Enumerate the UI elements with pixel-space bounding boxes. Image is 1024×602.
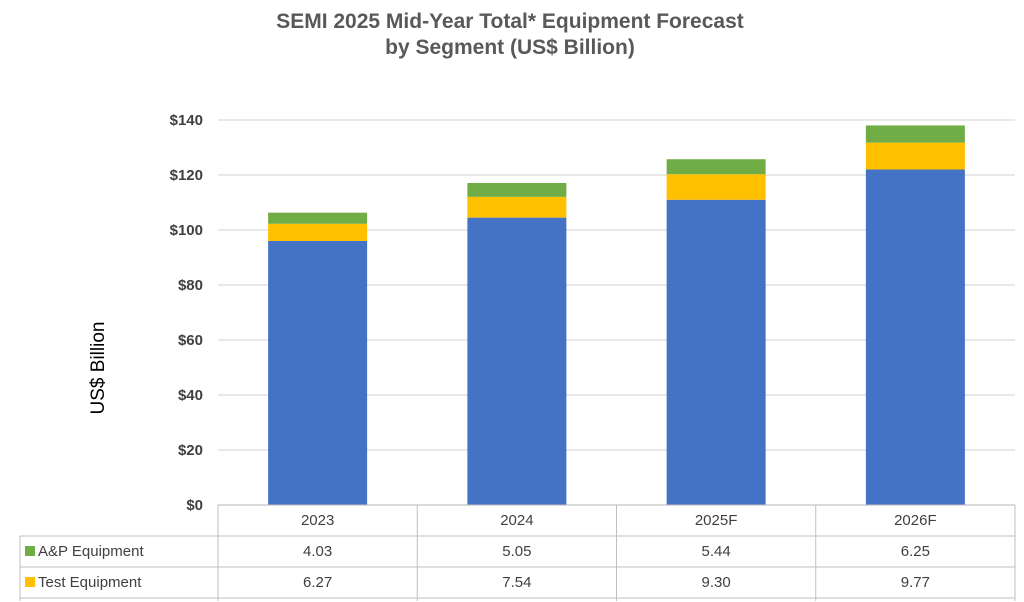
bar-a-p-equipment-2026f [865,125,965,143]
chart-title-line-2: by Segment (US$ Billion) [385,36,635,59]
y-tick-label: $60 [178,332,203,349]
bar-test-equipment-2026f [865,142,965,170]
table-value: 9.30 [702,574,731,591]
y-tick-label: $120 [170,167,203,184]
bar-wafer-fab-equipment-2025f [666,199,766,505]
chart-title-line-1: SEMI 2025 Mid-Year Total* Equipment Fore… [276,10,744,33]
legend-label: Test Equipment [38,574,142,591]
y-tick-label: $100 [170,222,203,239]
legend-label: A&P Equipment [38,543,144,560]
y-tick-label: $20 [178,442,203,459]
x-tick-label: 2025F [695,512,738,529]
x-tick-label: 2023 [301,512,334,529]
table-value: 5.05 [502,543,531,560]
x-tick-label: 2026F [894,512,937,529]
bar-a-p-equipment-2024 [467,183,567,197]
bar-wafer-fab-equipment-2023 [268,241,368,505]
y-axis-label: US$ Billion [88,322,109,415]
table-value: 6.25 [901,543,930,560]
y-tick-label: $140 [170,112,203,129]
bar-a-p-equipment-2025f [666,159,766,175]
table-value: 7.54 [502,574,531,591]
y-tick-label: $0 [186,497,203,514]
bar-wafer-fab-equipment-2026f [865,169,965,505]
bar-a-p-equipment-2023 [268,212,368,224]
table-value: 6.27 [303,574,332,591]
bar-wafer-fab-equipment-2024 [467,217,567,505]
legend-swatch [25,577,35,587]
table-value: 9.77 [901,574,930,591]
bar-test-equipment-2024 [467,196,567,218]
x-tick-label: 2024 [500,512,533,529]
bar-test-equipment-2025f [666,174,766,200]
table-value: 4.03 [303,543,332,560]
table-value: 5.44 [702,543,731,560]
y-tick-label: $40 [178,387,203,404]
y-tick-label: $80 [178,277,203,294]
legend-swatch [25,546,35,556]
bar-test-equipment-2023 [268,223,368,241]
